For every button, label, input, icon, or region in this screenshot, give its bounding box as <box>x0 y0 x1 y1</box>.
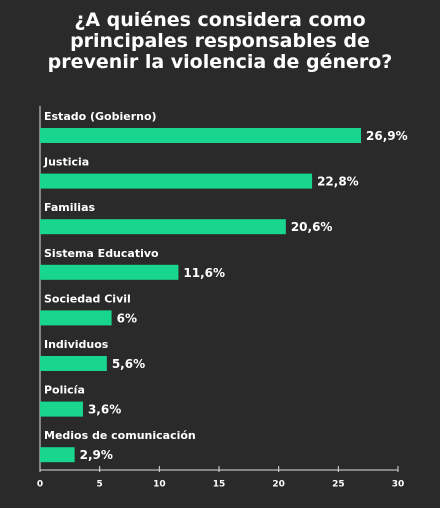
category-label: Justicia <box>43 156 89 169</box>
bar <box>40 128 362 143</box>
category-label: Policía <box>44 384 85 397</box>
x-tick-label: 5 <box>97 480 103 490</box>
value-label: 11,6% <box>183 266 225 280</box>
bar <box>40 219 286 235</box>
value-label: 6% <box>117 311 137 325</box>
chart-title: ¿A quiénes considera como principales re… <box>47 9 393 73</box>
category-label: Familias <box>44 201 95 214</box>
value-label: 2,9% <box>80 448 113 462</box>
category-label: Individuos <box>44 338 109 351</box>
x-tick-label: 0 <box>37 480 43 490</box>
bar <box>40 401 83 417</box>
value-label: 5,6% <box>112 357 145 371</box>
x-tick-label: 25 <box>332 480 345 490</box>
bar <box>40 310 112 326</box>
x-tick-label: 10 <box>153 480 166 490</box>
x-tick-label: 15 <box>213 480 226 490</box>
x-tick-label: 30 <box>392 480 405 490</box>
bar <box>40 356 107 371</box>
category-label: Sociedad Civil <box>44 292 131 305</box>
bar <box>40 264 179 280</box>
value-label: 3,6% <box>88 403 121 417</box>
value-label: 22,8% <box>317 175 359 189</box>
bar <box>40 447 75 463</box>
bar <box>40 173 313 189</box>
value-label: 26,9% <box>366 129 408 143</box>
x-tick-label: 20 <box>272 480 285 490</box>
category-label: Medios de comunicación <box>44 429 196 442</box>
category-label: Sistema Educativo <box>44 247 159 260</box>
category-label: Estado (Gobierno) <box>44 110 157 123</box>
value-label: 20,6% <box>291 220 333 234</box>
